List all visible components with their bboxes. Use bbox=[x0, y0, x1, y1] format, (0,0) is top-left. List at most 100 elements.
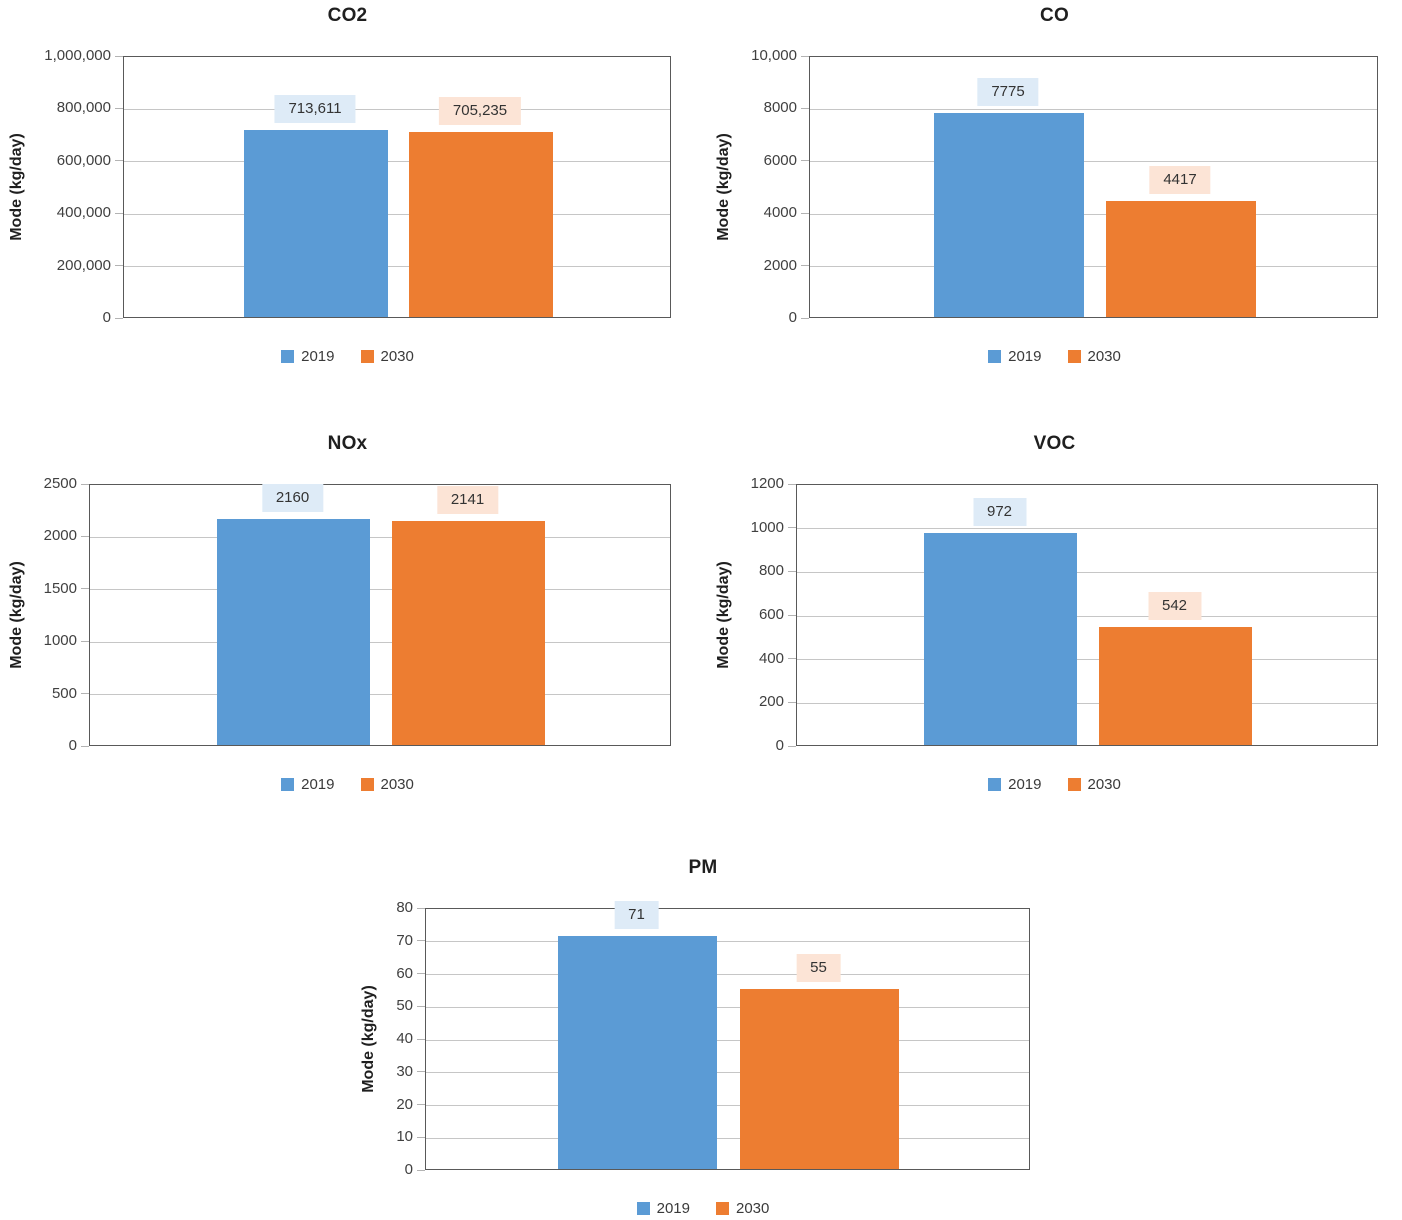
y-tick-mark bbox=[788, 745, 796, 747]
y-tick-label: 40 bbox=[396, 1030, 413, 1047]
y-tick-mark bbox=[801, 317, 809, 319]
gridline bbox=[426, 941, 1029, 943]
y-tick-label: 200,000 bbox=[56, 256, 111, 274]
legend-item-2030: 2030 bbox=[716, 1200, 769, 1217]
bar-voc-2030 bbox=[1099, 627, 1252, 745]
legend-swatch-2019 bbox=[636, 1202, 650, 1215]
y-tick-label: 2000 bbox=[763, 256, 797, 274]
y-tick-mark bbox=[115, 265, 123, 267]
y-tick-mark bbox=[801, 55, 809, 57]
legend-swatch-2030 bbox=[716, 1202, 729, 1215]
data-label-voc-2030: 542 bbox=[1147, 592, 1202, 620]
gridline bbox=[90, 694, 670, 696]
data-label-co-2030: 4417 bbox=[1149, 166, 1211, 194]
y-tick-label: 0 bbox=[788, 309, 797, 326]
data-label-co2-2019: 713,611 bbox=[274, 95, 356, 123]
y-tick-label: 400,000 bbox=[56, 204, 111, 222]
y-tick-label: 70 bbox=[396, 931, 413, 949]
y-tick-mark bbox=[115, 55, 123, 57]
gridline bbox=[426, 1072, 1029, 1074]
y-tick-mark bbox=[417, 1169, 425, 1171]
y-tick-mark bbox=[81, 640, 89, 642]
chart-co: CO Mode (kg/day) 2019 2030 10,000 8000 6000… bbox=[707, 0, 1402, 398]
gridline bbox=[124, 108, 670, 110]
y-tick-mark bbox=[801, 212, 809, 214]
gridline bbox=[90, 589, 670, 591]
legend-swatch-2030 bbox=[1067, 778, 1081, 791]
legend-item-2030: 2030 bbox=[360, 776, 414, 793]
legend-swatch-2019 bbox=[281, 778, 295, 791]
y-tick-mark bbox=[788, 658, 796, 660]
y-tick-label: 4000 bbox=[763, 204, 797, 222]
legend-swatch-2019 bbox=[281, 350, 295, 363]
legend-item-2019: 2019 bbox=[281, 348, 335, 365]
y-tick-mark bbox=[417, 940, 425, 942]
y-tick-mark bbox=[115, 107, 123, 109]
y-axis-title: Mode (kg/day) bbox=[8, 133, 25, 241]
y-tick-mark bbox=[417, 1104, 425, 1105]
gridline bbox=[90, 536, 670, 538]
y-axis-title: Mode (kg/day) bbox=[715, 133, 732, 241]
legend-item-2019: 2019 bbox=[636, 1200, 690, 1217]
y-tick-label: 60 bbox=[396, 964, 413, 982]
plot-area bbox=[89, 484, 671, 746]
y-tick-label: 500 bbox=[51, 684, 77, 702]
gridline bbox=[426, 1006, 1029, 1008]
data-label-nox-2019: 2160 bbox=[261, 484, 324, 512]
y-tick-label: 400 bbox=[758, 649, 784, 667]
y-tick-label: 80 bbox=[396, 899, 413, 916]
y-tick-mark bbox=[417, 1005, 425, 1007]
y-tick-mark bbox=[81, 745, 89, 747]
gridline bbox=[810, 266, 1377, 268]
y-tick-label: 2500 bbox=[43, 475, 77, 492]
bar-voc-2019 bbox=[924, 533, 1077, 745]
chart-title: VOC bbox=[1033, 433, 1076, 454]
gridline bbox=[797, 702, 1377, 704]
legend: 2019 2030 bbox=[352, 1200, 1054, 1217]
y-tick-mark bbox=[115, 160, 123, 162]
y-tick-label: 2000 bbox=[43, 527, 77, 545]
chart-nox: NOx Mode (kg/day) 2019 2030 2500 2000 1500 1… bbox=[0, 428, 695, 826]
legend-label: 2019 bbox=[301, 348, 335, 365]
y-tick-mark bbox=[417, 1136, 425, 1138]
legend-swatch-2019 bbox=[988, 778, 1002, 791]
legend-item-2030: 2030 bbox=[1067, 776, 1121, 793]
gridline bbox=[124, 213, 670, 215]
y-tick-mark bbox=[801, 107, 809, 109]
legend-swatch-2030 bbox=[360, 778, 374, 791]
legend-item-2030: 2030 bbox=[1067, 348, 1121, 365]
y-tick-label: 600 bbox=[758, 606, 784, 623]
y-tick-mark bbox=[788, 527, 796, 529]
y-axis-title: Mode (kg/day) bbox=[8, 561, 25, 669]
legend-label: 2030 bbox=[380, 348, 414, 365]
bar-pm-2019 bbox=[558, 936, 717, 1169]
data-label-co-2019: 7775 bbox=[977, 78, 1039, 106]
bar-co2-2030 bbox=[409, 132, 553, 317]
data-label-pm-2019: 71 bbox=[614, 901, 659, 929]
y-tick-label: 10 bbox=[396, 1128, 413, 1146]
gridline bbox=[810, 108, 1377, 110]
y-tick-mark bbox=[81, 483, 89, 485]
legend-item-2019: 2019 bbox=[281, 776, 335, 793]
chart-pm: PM Mode (kg/day) 2019 2030 80 70 60 50 40 30 20… bbox=[352, 852, 1054, 1220]
legend-swatch-2030 bbox=[1067, 350, 1081, 363]
data-label-co2-2030: 705,235 bbox=[438, 97, 522, 125]
y-tick-label: 800 bbox=[758, 562, 784, 580]
y-tick-mark bbox=[417, 1038, 425, 1040]
y-tick-label: 10,000 bbox=[751, 47, 797, 64]
y-tick-label: 50 bbox=[396, 997, 413, 1015]
y-tick-label: 1000 bbox=[750, 518, 784, 536]
legend-label: 2030 bbox=[1087, 348, 1121, 365]
legend-label: 2030 bbox=[1087, 776, 1121, 793]
chart-voc: VOC Mode (kg/day) 2019 2030 1200 1000 800 60… bbox=[707, 428, 1402, 826]
y-tick-mark bbox=[788, 483, 796, 485]
y-tick-label: 6000 bbox=[763, 151, 797, 169]
legend-label: 2019 bbox=[301, 776, 335, 793]
legend-swatch-2030 bbox=[360, 350, 374, 363]
bar-co-2030 bbox=[1106, 201, 1256, 317]
data-label-nox-2030: 2141 bbox=[436, 486, 499, 514]
y-tick-label: 0 bbox=[775, 737, 784, 754]
plot-area bbox=[123, 56, 671, 318]
gridline bbox=[426, 1105, 1029, 1106]
